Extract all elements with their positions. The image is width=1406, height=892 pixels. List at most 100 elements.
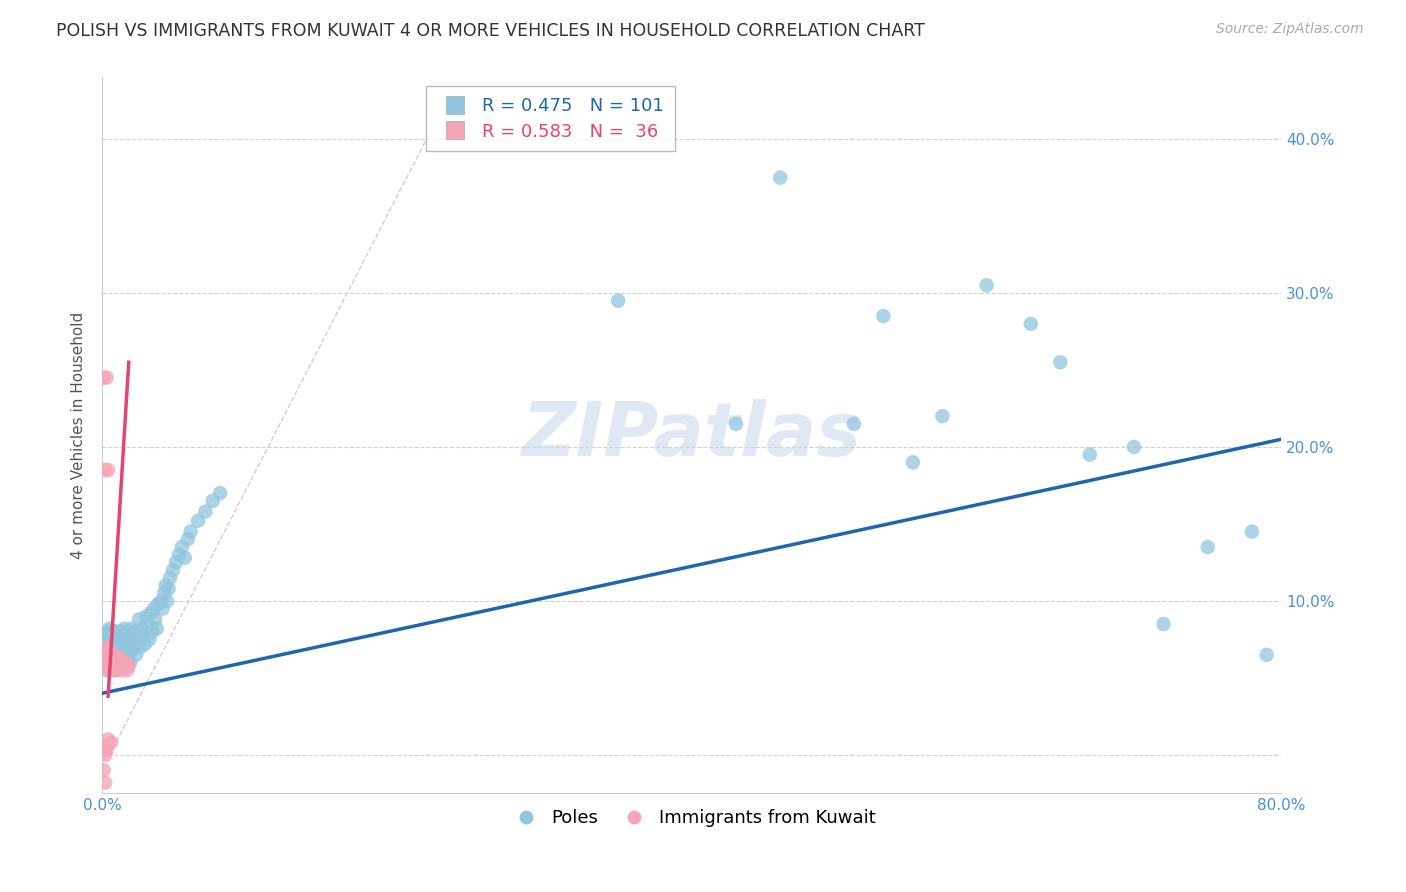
Point xyxy=(94,643,117,657)
Point xyxy=(101,628,124,642)
Point xyxy=(976,278,998,293)
Point xyxy=(1078,448,1101,462)
Legend: Poles, Immigrants from Kuwait: Poles, Immigrants from Kuwait xyxy=(501,802,883,834)
Point xyxy=(1019,317,1042,331)
Point xyxy=(156,594,179,608)
Point xyxy=(96,652,118,666)
Point xyxy=(93,658,115,673)
Point xyxy=(93,740,115,755)
Point xyxy=(105,624,128,639)
Point xyxy=(122,637,145,651)
Point xyxy=(135,609,157,624)
Point xyxy=(98,663,121,677)
Point xyxy=(1049,355,1071,369)
Point xyxy=(112,658,135,673)
Point xyxy=(93,658,115,673)
Point xyxy=(103,640,125,654)
Point xyxy=(131,622,153,636)
Point xyxy=(118,648,141,662)
Point xyxy=(108,652,131,666)
Point xyxy=(120,656,142,670)
Point xyxy=(100,735,122,749)
Point xyxy=(153,586,176,600)
Point xyxy=(98,652,121,666)
Point xyxy=(97,463,120,477)
Point xyxy=(107,628,129,642)
Point xyxy=(103,648,125,662)
Point xyxy=(155,578,177,592)
Point xyxy=(111,643,134,657)
Point xyxy=(100,635,122,649)
Point xyxy=(118,658,141,673)
Point xyxy=(97,658,120,673)
Point xyxy=(132,628,155,642)
Point xyxy=(136,617,159,632)
Point xyxy=(152,601,174,615)
Point xyxy=(157,582,180,596)
Point xyxy=(98,648,121,662)
Point xyxy=(112,622,135,636)
Point xyxy=(96,656,118,670)
Point xyxy=(110,624,132,639)
Point xyxy=(105,652,128,666)
Point xyxy=(872,309,894,323)
Point xyxy=(931,409,953,424)
Point xyxy=(148,597,170,611)
Point xyxy=(97,732,120,747)
Point xyxy=(105,663,128,677)
Point xyxy=(108,651,131,665)
Point xyxy=(94,643,117,657)
Point xyxy=(93,764,115,778)
Point xyxy=(125,648,148,662)
Point xyxy=(110,656,132,670)
Point xyxy=(201,493,224,508)
Point xyxy=(97,648,120,662)
Point xyxy=(94,775,117,789)
Point xyxy=(101,663,124,677)
Point xyxy=(96,663,118,677)
Point xyxy=(901,455,924,469)
Point xyxy=(134,637,156,651)
Point xyxy=(104,632,127,647)
Point xyxy=(209,486,232,500)
Point xyxy=(1240,524,1263,539)
Point xyxy=(1197,540,1219,554)
Point xyxy=(1153,617,1175,632)
Point xyxy=(139,606,162,620)
Point xyxy=(165,556,187,570)
Point xyxy=(93,637,115,651)
Point xyxy=(114,651,136,665)
Point xyxy=(118,632,141,647)
Point xyxy=(143,612,166,626)
Point xyxy=(104,656,127,670)
Point xyxy=(1256,648,1278,662)
Point xyxy=(104,658,127,673)
Point xyxy=(117,663,139,677)
Point xyxy=(150,594,173,608)
Point xyxy=(93,370,115,384)
Point xyxy=(117,628,139,642)
Point xyxy=(103,652,125,666)
Point xyxy=(94,463,117,477)
Point xyxy=(100,643,122,657)
Point xyxy=(607,293,630,308)
Text: ZIPatlas: ZIPatlas xyxy=(522,399,862,472)
Point xyxy=(180,524,202,539)
Point xyxy=(107,658,129,673)
Point xyxy=(101,648,124,662)
Point xyxy=(142,601,165,615)
Point xyxy=(96,743,118,757)
Point xyxy=(187,514,209,528)
Text: POLISH VS IMMIGRANTS FROM KUWAIT 4 OR MORE VEHICLES IN HOUSEHOLD CORRELATION CHA: POLISH VS IMMIGRANTS FROM KUWAIT 4 OR MO… xyxy=(56,22,925,40)
Point xyxy=(94,747,117,762)
Point xyxy=(162,563,184,577)
Point xyxy=(98,632,121,647)
Point xyxy=(98,622,121,636)
Point xyxy=(194,505,217,519)
Point xyxy=(96,628,118,642)
Point xyxy=(101,648,124,662)
Point xyxy=(101,663,124,677)
Point xyxy=(769,170,792,185)
Point xyxy=(842,417,865,431)
Point xyxy=(104,663,127,677)
